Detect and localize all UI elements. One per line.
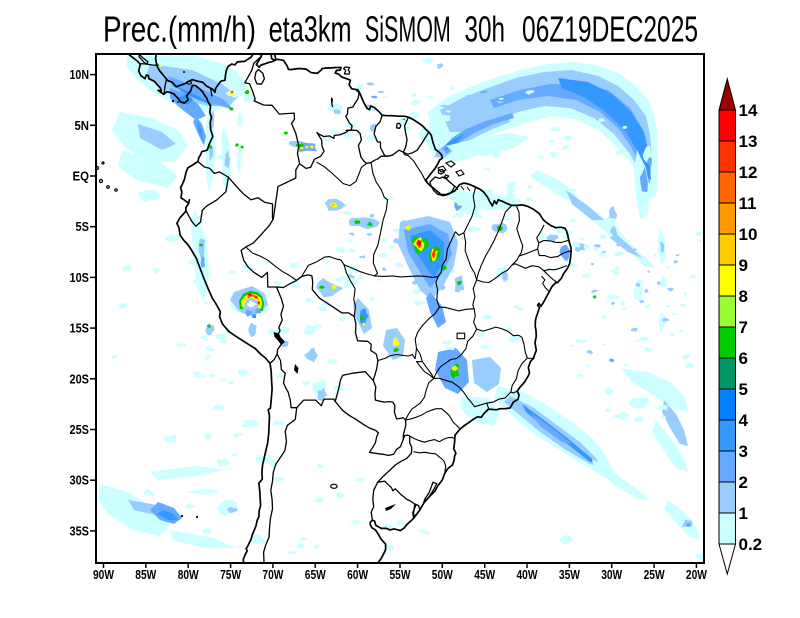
svg-text:8: 8 (739, 287, 748, 306)
svg-text:06Z19DEC2025: 06Z19DEC2025 (522, 9, 698, 50)
svg-text:20W: 20W (686, 567, 708, 582)
svg-text:65W: 65W (305, 567, 327, 582)
svg-text:25S: 25S (70, 422, 90, 437)
svg-text:35W: 35W (559, 567, 581, 582)
svg-text:85W: 85W (135, 567, 157, 582)
svg-text:20S: 20S (70, 371, 90, 386)
svg-text:70W: 70W (262, 567, 284, 582)
svg-text:7: 7 (739, 318, 748, 337)
svg-text:EQ: EQ (73, 169, 90, 184)
svg-text:10: 10 (739, 225, 758, 244)
svg-text:14: 14 (739, 101, 758, 120)
svg-text:0.2: 0.2 (739, 535, 763, 554)
svg-text:15S: 15S (70, 321, 90, 336)
svg-text:60W: 60W (347, 567, 369, 582)
svg-text:4: 4 (739, 411, 749, 430)
svg-text:45W: 45W (474, 567, 496, 582)
svg-text:6: 6 (739, 349, 748, 368)
svg-text:10N: 10N (70, 67, 90, 82)
svg-text:30W: 30W (601, 567, 623, 582)
svg-text:50W: 50W (432, 567, 454, 582)
svg-text:5S: 5S (76, 219, 90, 234)
svg-text:11: 11 (739, 194, 757, 213)
svg-text:25W: 25W (644, 567, 666, 582)
svg-text:5: 5 (739, 380, 748, 399)
svg-text:SiSMOM: SiSMOM (365, 10, 451, 50)
svg-text:2: 2 (739, 473, 748, 492)
svg-text:9: 9 (739, 256, 748, 275)
svg-text:3: 3 (739, 442, 748, 461)
svg-text:13: 13 (739, 132, 758, 151)
svg-text:75W: 75W (220, 567, 242, 582)
svg-text:35S: 35S (70, 523, 90, 538)
svg-text:30S: 30S (70, 473, 90, 488)
svg-text:12: 12 (739, 163, 758, 182)
svg-text:55W: 55W (390, 567, 412, 582)
svg-text:Prec.(mm/h): Prec.(mm/h) (103, 9, 256, 49)
svg-text:eta3km: eta3km (269, 9, 352, 49)
svg-text:80W: 80W (178, 567, 200, 582)
svg-text:5N: 5N (75, 118, 90, 133)
svg-text:30h: 30h (465, 8, 505, 49)
svg-text:40W: 40W (517, 567, 539, 582)
svg-text:1: 1 (739, 504, 748, 523)
svg-text:10S: 10S (70, 270, 90, 285)
svg-text:90W: 90W (93, 567, 115, 582)
